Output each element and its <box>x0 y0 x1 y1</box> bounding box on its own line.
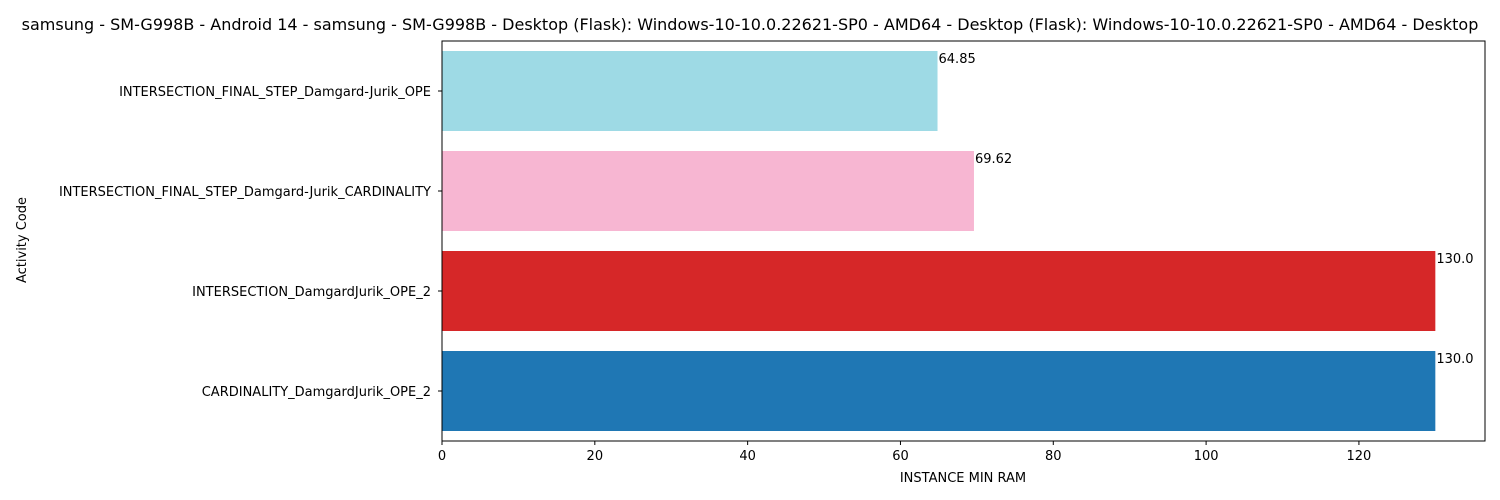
value-label: 64.85 <box>939 52 976 67</box>
y-tick-label: CARDINALITY_DamgardJurik_OPE_2 <box>202 385 431 400</box>
x-axis-label: INSTANCE MIN RAM <box>900 471 1026 486</box>
bars-group <box>442 51 1436 431</box>
bar <box>442 151 974 231</box>
value-labels: 130.0 130.0 69.62 64.85 <box>939 52 1474 367</box>
x-tick-label: 120 <box>1347 449 1372 464</box>
bar <box>442 251 1436 331</box>
bar <box>442 51 938 131</box>
value-label: 69.62 <box>975 152 1012 167</box>
bar <box>442 351 1436 431</box>
x-tick-labels: 0 20 40 60 80 100 120 <box>438 441 1371 464</box>
plot-frame <box>441 40 1486 442</box>
chart-title: samsung - SM-G998B - Android 14 - samsun… <box>22 15 1479 34</box>
x-tick-label: 0 <box>438 449 446 464</box>
x-tick-label: 60 <box>892 449 909 464</box>
x-tick-label: 80 <box>1045 449 1062 464</box>
y-axis-label: Activity Code <box>15 197 30 283</box>
y-tick-label: INTERSECTION_FINAL_STEP_Damgard-Jurik_OP… <box>119 85 431 100</box>
x-tick-label: 20 <box>587 449 604 464</box>
x-tick-label: 40 <box>739 449 756 464</box>
x-tick-label: 100 <box>1194 449 1219 464</box>
value-label: 130.0 <box>1436 252 1473 267</box>
y-tick-label: INTERSECTION_FINAL_STEP_Damgard-Jurik_CA… <box>59 185 431 200</box>
value-label: 130.0 <box>1436 352 1473 367</box>
y-tick-labels: CARDINALITY_DamgardJurik_OPE_2 INTERSECTI… <box>59 85 442 400</box>
y-tick-label: INTERSECTION_DamgardJurik_OPE_2 <box>192 285 431 300</box>
